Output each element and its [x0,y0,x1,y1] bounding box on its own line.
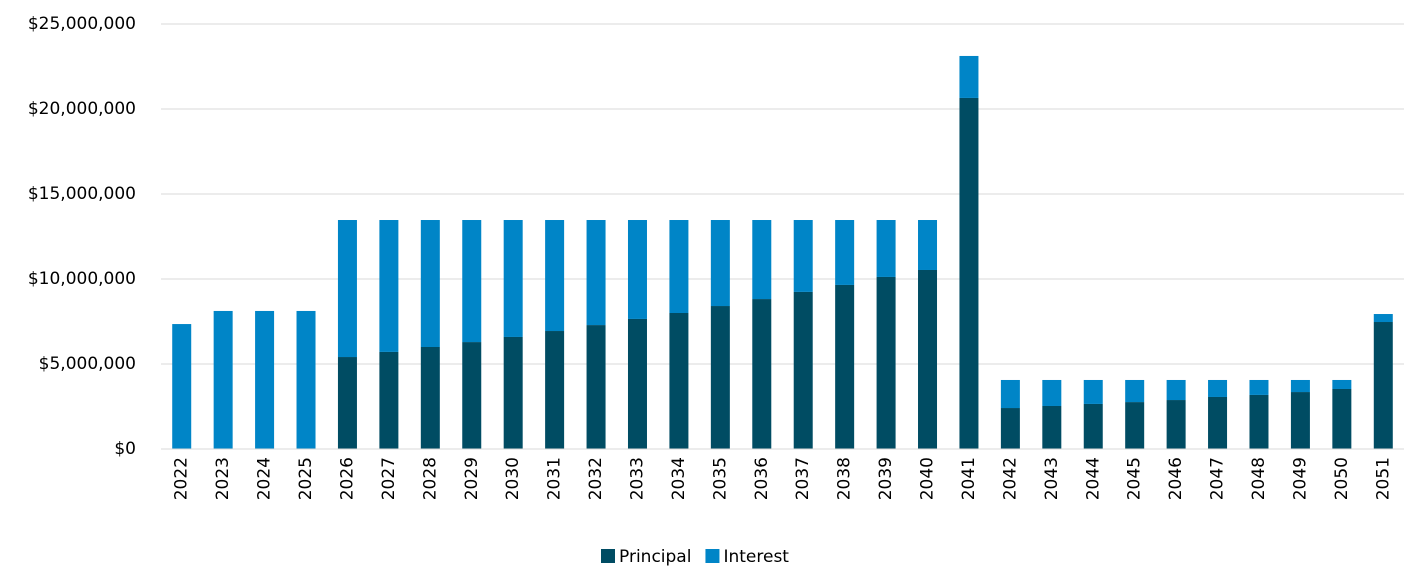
bar-segment [1166,379,1186,401]
y-tick-label: $0 [114,439,136,459]
bar-segment [1042,405,1062,449]
bar-segment [959,97,979,449]
x-tick-label: 2048 [1249,457,1269,500]
bar-segment [462,220,482,343]
bar-segment [420,220,440,347]
x-tick-label: 2024 [255,457,275,500]
bar-segment [752,299,772,449]
bar-segment [1249,394,1269,449]
x-tick-label: 2051 [1373,457,1393,500]
bar-segment [669,313,689,449]
x-tick-label: 2036 [752,457,772,500]
x-tick-label: 2029 [462,457,482,500]
bar-segment [337,220,357,358]
x-tick-label: 2035 [710,457,730,500]
bar-segment [1083,403,1103,449]
x-tick-label: 2023 [213,457,233,500]
bar-segment [876,276,896,449]
x-tick-label: 2047 [1208,457,1228,500]
bar-segment [1373,322,1393,449]
bar-segment [1373,314,1393,323]
bar-segment [586,220,606,326]
bar-segment [1042,379,1062,406]
bar-segment [462,342,482,449]
bar-segment [1332,379,1352,389]
bar-segment [255,310,275,449]
bar-segment [1332,388,1352,449]
x-tick-label: 2045 [1125,457,1145,500]
bar-segment [710,306,730,449]
bar-segment [545,331,565,449]
bar-segment [1290,379,1310,393]
bar-segment [172,324,192,449]
bar-segment [379,351,399,449]
bar-segment [420,347,440,449]
legend-label: Principal [619,547,691,567]
x-tick-label: 2044 [1083,457,1103,500]
bar-segment [1000,379,1020,409]
bar-segment [835,220,855,285]
x-tick-label: 2040 [918,457,938,500]
bar-segment [503,220,523,337]
bar-segment [793,291,813,449]
bar-segment [835,284,855,449]
legend: Principal Interest [601,547,789,567]
bar-segment [1125,402,1145,449]
x-tick-label: 2022 [172,457,192,500]
bar-segment [1208,379,1228,397]
bar-segment [918,269,938,449]
legend-swatch [601,549,615,563]
x-tick-label: 2026 [337,457,357,500]
bar-segment [876,220,896,277]
x-tick-label: 2038 [835,457,855,500]
bar-segment [959,55,979,98]
bar-segment [337,357,357,449]
bar-segment [1290,392,1310,449]
x-tick-label: 2050 [1332,457,1352,500]
y-tick-label: $15,000,000 [28,184,136,204]
legend-swatch [705,549,720,563]
y-tick-label: $5,000,000 [39,354,136,374]
bar-segment [669,220,689,313]
x-tick-label: 2028 [420,457,440,500]
bar-segment [1083,379,1103,404]
x-tick-label: 2032 [586,457,606,500]
x-tick-label: 2033 [627,457,647,500]
x-tick-label: 2037 [793,457,813,500]
bar-segment [213,310,233,449]
x-tick-label: 2049 [1290,457,1310,500]
bar-segment [1125,379,1145,403]
bar-segment [710,220,730,307]
x-tick-label: 2043 [1042,457,1062,500]
x-tick-label: 2041 [959,457,979,500]
bar-segment [918,220,938,270]
bar-segment [1249,379,1269,395]
y-tick-label: $25,000,000 [28,14,136,34]
y-tick-label: $20,000,000 [28,99,136,119]
x-tick-label: 2046 [1166,457,1186,500]
bar-segment [627,318,647,449]
x-tick-label: 2042 [1000,457,1020,500]
bar-segment [296,310,316,449]
bar-segment [545,220,565,332]
bar-segment [627,220,647,319]
x-tick-label: 2027 [379,457,399,500]
y-tick-label: $10,000,000 [28,269,136,289]
x-tick-label: 2030 [503,457,523,500]
bar-segment [503,336,523,449]
bar-segment [1000,408,1020,449]
x-tick-label: 2039 [876,457,896,500]
bar-segment [1208,396,1228,449]
bar-segment [793,220,813,292]
x-tick-label: 2025 [296,457,316,500]
legend-label: Interest [723,547,789,567]
bar-segment [586,325,606,449]
x-tick-label: 2031 [545,457,565,500]
bar-segment [1166,400,1186,449]
bar-segment [752,220,772,300]
bar-segment [379,220,399,352]
x-tick-label: 2034 [669,457,689,500]
